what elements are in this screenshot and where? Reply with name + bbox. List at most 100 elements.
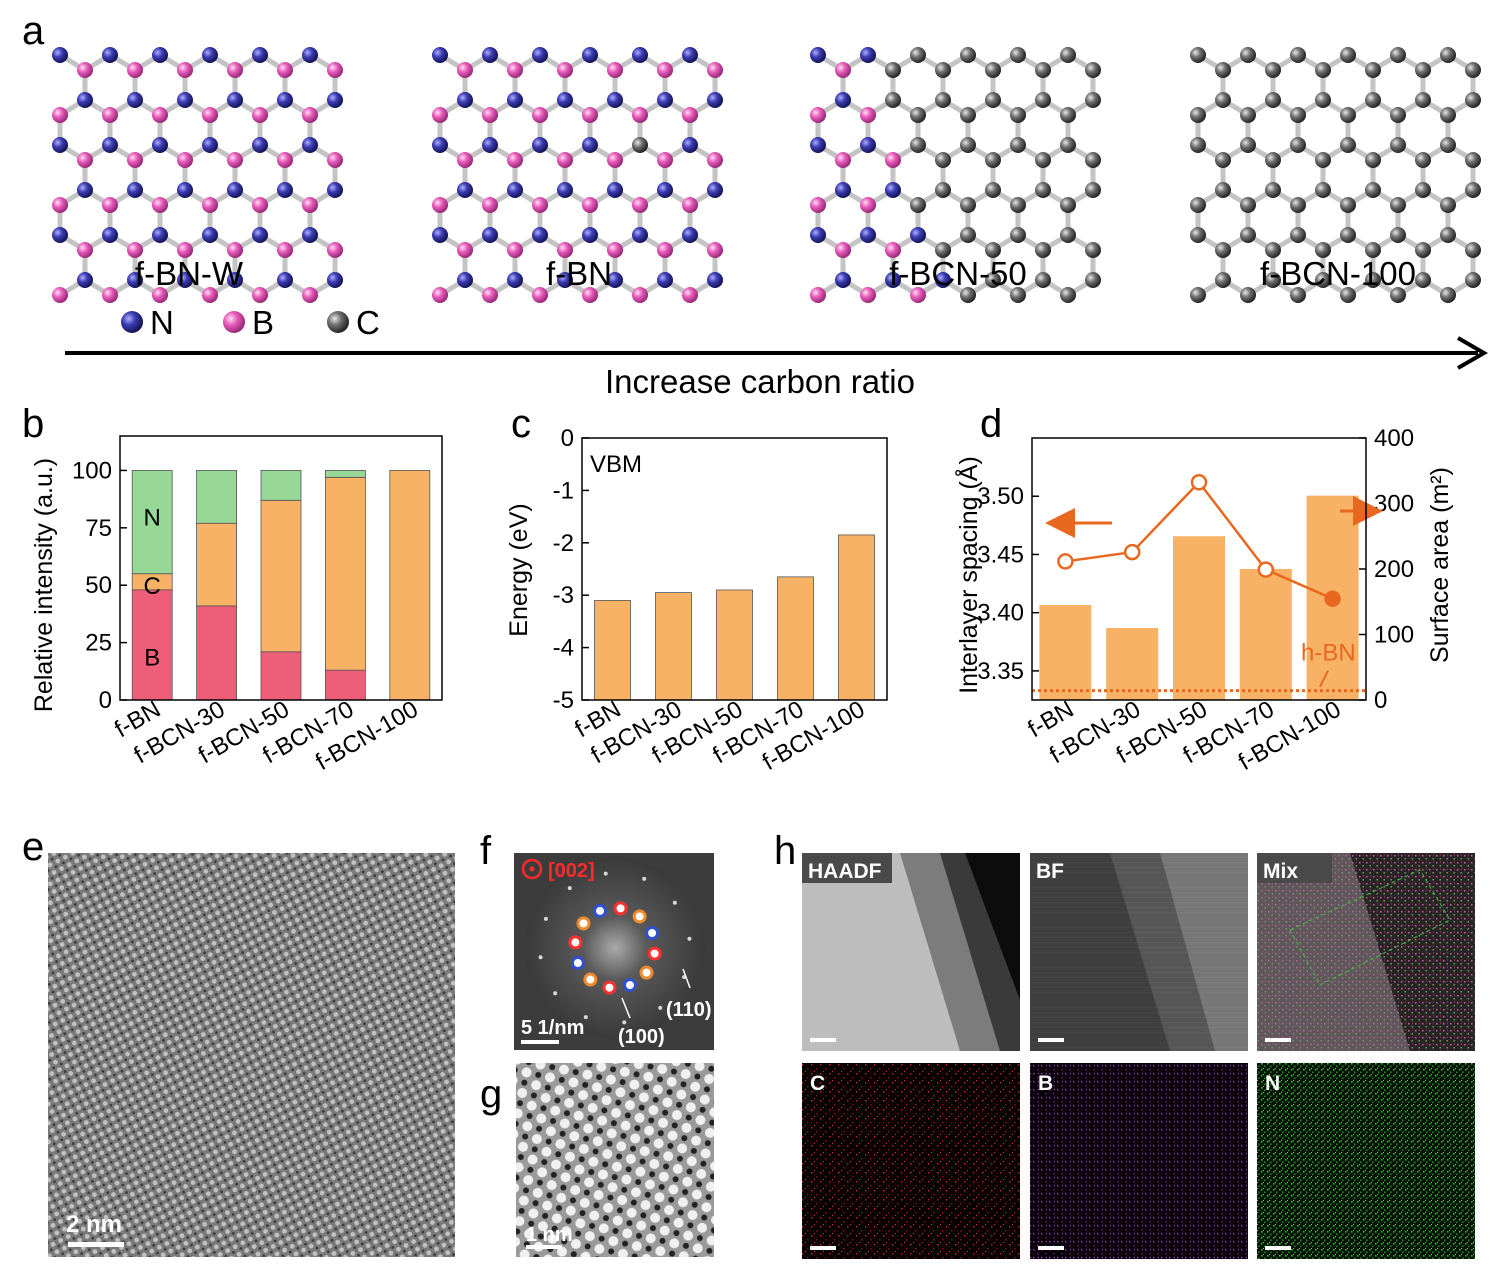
carbon-ratio-arrow: Increase carbon ratio bbox=[65, 336, 1489, 400]
atom-n bbox=[177, 182, 193, 198]
atom-c bbox=[1390, 47, 1406, 63]
atom-n bbox=[127, 92, 143, 108]
legend-label-b: B bbox=[252, 304, 274, 341]
annotation-vbm: VBM bbox=[590, 451, 642, 478]
outer-spot bbox=[603, 871, 608, 876]
axis-label-y: Relative intensity (a.u.) bbox=[30, 458, 58, 712]
atom-c bbox=[1060, 47, 1076, 63]
atom-c bbox=[960, 227, 976, 243]
atom-b bbox=[860, 107, 876, 123]
lattice-f-BN bbox=[432, 47, 723, 303]
atom-b bbox=[52, 107, 68, 123]
atom-n bbox=[632, 227, 648, 243]
atom-c bbox=[1365, 152, 1381, 168]
atom-b bbox=[810, 197, 826, 213]
atom-n bbox=[657, 182, 673, 198]
tick-label-y: -5 bbox=[553, 687, 574, 714]
spot-marker bbox=[647, 946, 662, 961]
spot-marker bbox=[570, 955, 585, 970]
scale-bar bbox=[810, 1246, 836, 1250]
atom-b bbox=[657, 152, 673, 168]
atom-c bbox=[1465, 182, 1481, 198]
atom-b bbox=[252, 197, 268, 213]
atom-c bbox=[1240, 197, 1256, 213]
atom-c bbox=[1085, 242, 1101, 258]
panel-label-f: f bbox=[480, 829, 492, 873]
atom-c bbox=[1315, 182, 1331, 198]
atom-n bbox=[835, 272, 851, 288]
arrow-label: Increase carbon ratio bbox=[605, 363, 915, 400]
atom-c bbox=[1465, 272, 1481, 288]
atom-b bbox=[557, 242, 573, 258]
atom-n bbox=[532, 137, 548, 153]
tick-label-y: 0 bbox=[561, 425, 574, 452]
atom-c bbox=[1265, 272, 1281, 288]
atom-c bbox=[1010, 137, 1026, 153]
scale-bar bbox=[521, 1040, 559, 1044]
spot-marker bbox=[568, 935, 583, 950]
atom-b bbox=[227, 242, 243, 258]
atom-n bbox=[607, 92, 623, 108]
outer-spot bbox=[538, 955, 543, 960]
tick-label-y-right: 300 bbox=[1374, 491, 1414, 518]
atom-n bbox=[52, 137, 68, 153]
outer-spot bbox=[672, 900, 677, 905]
atom-n bbox=[177, 272, 193, 288]
atom-b bbox=[707, 242, 723, 258]
atom-b bbox=[607, 152, 623, 168]
atom-n bbox=[482, 137, 498, 153]
eds-map-haadf: HAADF bbox=[802, 853, 1020, 1051]
atom-n bbox=[682, 227, 698, 243]
line-point bbox=[1190, 473, 1208, 491]
axis-label-y: Energy (eV) bbox=[505, 503, 533, 636]
atom-n bbox=[885, 182, 901, 198]
atom-n bbox=[227, 272, 243, 288]
diffraction-spots bbox=[538, 871, 692, 1025]
map-label: Mix bbox=[1263, 860, 1298, 883]
atom-n bbox=[152, 227, 168, 243]
bar bbox=[1173, 536, 1225, 700]
atom-c bbox=[1010, 47, 1026, 63]
atom-n bbox=[77, 182, 93, 198]
atom-c bbox=[1340, 197, 1356, 213]
atom-c bbox=[1010, 227, 1026, 243]
atom-c bbox=[1085, 272, 1101, 288]
panel-label-a: a bbox=[22, 9, 45, 53]
atom-c bbox=[1390, 137, 1406, 153]
atom-c bbox=[1035, 62, 1051, 78]
tick-label-y: -4 bbox=[553, 635, 574, 662]
atom-c bbox=[1265, 182, 1281, 198]
panel-label-e: e bbox=[22, 825, 44, 869]
atom-b bbox=[860, 287, 876, 303]
atom-b bbox=[632, 287, 648, 303]
spot-marker bbox=[639, 965, 654, 980]
atom-c bbox=[960, 47, 976, 63]
atom-n bbox=[810, 47, 826, 63]
line-point bbox=[1257, 561, 1275, 578]
atom-c bbox=[1035, 272, 1051, 288]
map-label: BF bbox=[1036, 860, 1064, 883]
atom-c bbox=[1365, 92, 1381, 108]
scale-label: 1 nm bbox=[526, 1224, 573, 1246]
atom-b bbox=[707, 152, 723, 168]
atom-b bbox=[532, 197, 548, 213]
atom-c bbox=[985, 92, 1001, 108]
map-label: B bbox=[1038, 1072, 1053, 1095]
outer-spot bbox=[553, 991, 558, 996]
atom-n bbox=[860, 227, 876, 243]
atom-c bbox=[885, 62, 901, 78]
atom-c bbox=[1340, 107, 1356, 123]
zone-axis-icon bbox=[521, 858, 543, 880]
spot-marker bbox=[576, 916, 591, 931]
structure-label: f-BCN-50 bbox=[889, 255, 1027, 292]
bar bbox=[655, 592, 692, 701]
atom-n bbox=[302, 227, 318, 243]
outer-spot bbox=[642, 876, 647, 881]
atom-c bbox=[1315, 242, 1331, 258]
atom-b bbox=[202, 287, 218, 303]
atom-c bbox=[1085, 92, 1101, 108]
atom-c bbox=[1190, 197, 1206, 213]
atom-b bbox=[910, 287, 926, 303]
bar-segment-c bbox=[196, 522, 238, 607]
atom-c bbox=[1340, 287, 1356, 303]
